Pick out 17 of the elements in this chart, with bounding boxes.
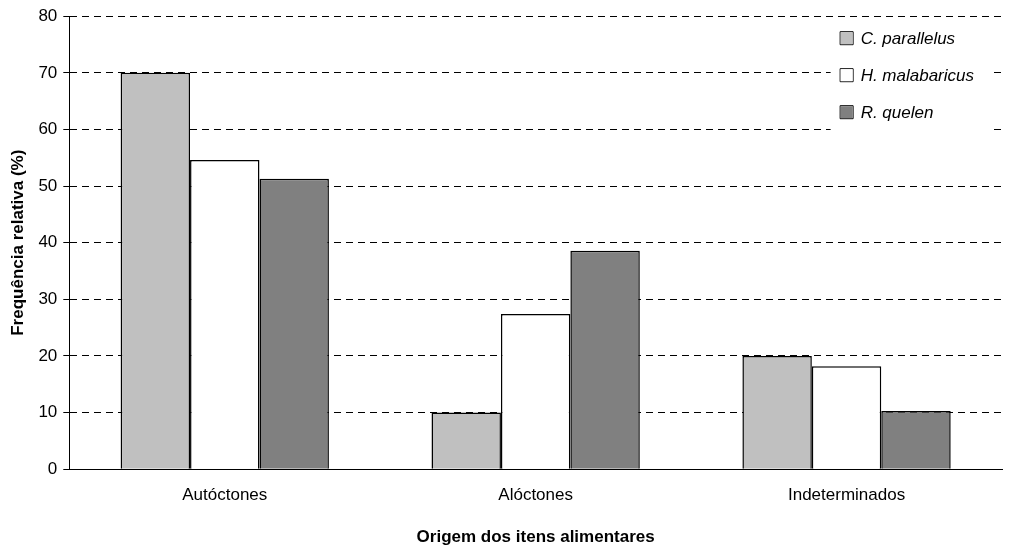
y-tick-label: 10 [38, 402, 58, 422]
y-tick-label: 60 [38, 119, 58, 139]
y-tick-label: 30 [38, 289, 58, 309]
y-tick-label: 20 [38, 345, 58, 365]
x-tick-label: Indeterminados [787, 485, 906, 505]
x-tick-label: Alóctones [498, 485, 573, 505]
legend-label: H. malabaricus [860, 65, 975, 85]
y-tick-label: 70 [38, 62, 58, 82]
y-tick-label: 80 [38, 5, 58, 25]
legend-label: R. quelen [860, 102, 934, 122]
y-tick-label: 50 [38, 175, 58, 195]
x-tick-label: Autóctones [182, 485, 268, 505]
x-axis-title: Origem dos itens alimentares [416, 527, 655, 547]
legend-label: C. parallelus [860, 28, 956, 48]
y-tick-label: 40 [38, 232, 58, 252]
y-axis-title: Frequência relativa (%) [7, 149, 27, 336]
y-tick-label: 0 [47, 458, 58, 478]
